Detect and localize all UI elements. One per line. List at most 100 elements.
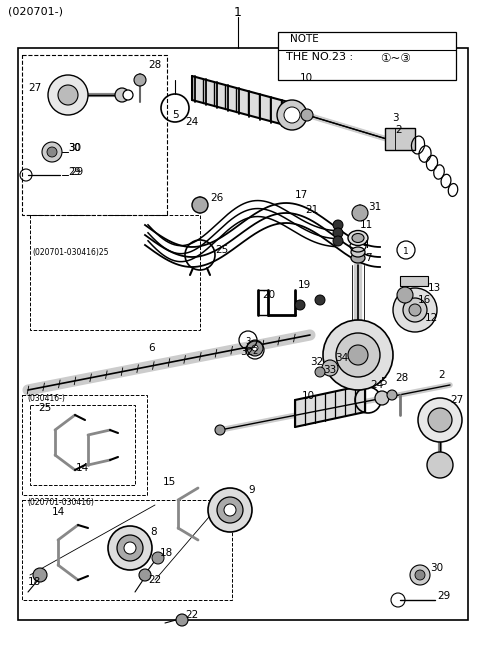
Text: 32: 32 [310, 357, 323, 367]
Text: 13: 13 [428, 283, 441, 293]
Text: 31: 31 [368, 202, 381, 212]
Text: 29: 29 [437, 591, 450, 601]
Circle shape [333, 236, 343, 246]
Circle shape [215, 425, 225, 435]
Text: 33: 33 [323, 365, 336, 375]
Circle shape [134, 74, 146, 86]
Text: 3: 3 [245, 337, 251, 346]
Circle shape [224, 504, 236, 516]
Text: 2: 2 [438, 370, 444, 380]
Text: 24: 24 [185, 117, 198, 127]
Text: 1: 1 [403, 247, 409, 256]
Circle shape [348, 345, 368, 365]
Ellipse shape [351, 247, 365, 257]
Text: 19: 19 [298, 280, 311, 290]
Circle shape [252, 345, 258, 351]
Circle shape [115, 88, 129, 102]
Text: 7: 7 [365, 253, 372, 263]
Circle shape [48, 75, 88, 115]
Text: 18: 18 [160, 548, 173, 558]
Text: NOTE: NOTE [290, 34, 319, 44]
Text: 2: 2 [252, 347, 258, 356]
Text: 27: 27 [28, 83, 41, 93]
Text: 22: 22 [185, 610, 198, 620]
Text: (020701-030416): (020701-030416) [27, 497, 94, 506]
Circle shape [247, 340, 263, 356]
Bar [278, 32, 456, 80]
Circle shape [217, 497, 243, 523]
Bar [30, 405, 135, 485]
Polygon shape [192, 76, 292, 127]
Text: 30: 30 [430, 563, 443, 573]
Text: 29: 29 [68, 167, 80, 177]
Circle shape [333, 220, 343, 230]
Text: 11: 11 [360, 220, 373, 230]
Circle shape [352, 205, 368, 221]
Text: ①~③: ①~③ [380, 52, 411, 65]
Circle shape [375, 391, 389, 405]
Text: 3: 3 [392, 113, 398, 123]
Text: 25: 25 [38, 403, 51, 413]
Circle shape [322, 360, 338, 376]
Text: 32: 32 [240, 347, 253, 357]
Text: 26: 26 [210, 193, 223, 203]
Text: 20: 20 [262, 290, 275, 300]
Text: 6: 6 [148, 343, 155, 353]
Circle shape [410, 565, 430, 585]
Text: 29: 29 [70, 167, 83, 177]
Circle shape [58, 85, 78, 105]
Text: 10: 10 [302, 391, 315, 401]
Text: 24: 24 [370, 380, 383, 390]
Circle shape [108, 526, 152, 570]
Bar [30, 215, 200, 330]
Text: 14: 14 [52, 507, 65, 517]
Circle shape [47, 147, 57, 157]
Bar [400, 276, 428, 286]
Circle shape [418, 398, 462, 442]
Bar [22, 500, 232, 600]
Circle shape [428, 408, 452, 432]
Text: 5: 5 [172, 110, 179, 120]
Circle shape [139, 569, 151, 581]
Circle shape [301, 109, 313, 121]
Polygon shape [295, 385, 365, 427]
Text: 22: 22 [148, 575, 161, 585]
Circle shape [323, 320, 393, 390]
Circle shape [387, 390, 397, 400]
Text: 10: 10 [300, 73, 313, 83]
Bar [385, 128, 415, 150]
Text: (020701-030416)25: (020701-030416)25 [32, 247, 108, 256]
Circle shape [284, 107, 300, 123]
Ellipse shape [352, 234, 364, 243]
Circle shape [336, 333, 380, 377]
Circle shape [427, 452, 453, 478]
Text: 27: 27 [450, 395, 463, 405]
Circle shape [124, 542, 136, 554]
Text: 30: 30 [68, 143, 81, 153]
Circle shape [403, 298, 427, 322]
Circle shape [42, 142, 62, 162]
Circle shape [123, 90, 133, 100]
Circle shape [208, 488, 252, 532]
Text: 18: 18 [28, 577, 41, 587]
Text: 21: 21 [305, 205, 318, 215]
Text: 34: 34 [335, 353, 348, 363]
Bar [22, 55, 167, 215]
Circle shape [315, 295, 325, 305]
Text: 12: 12 [425, 313, 438, 323]
Circle shape [409, 304, 421, 316]
Text: 5: 5 [380, 377, 386, 387]
Circle shape [176, 614, 188, 626]
Circle shape [277, 100, 307, 130]
Circle shape [192, 197, 208, 213]
Circle shape [393, 288, 437, 332]
Text: 8: 8 [150, 527, 156, 537]
Bar [22, 395, 147, 495]
Text: 17: 17 [295, 190, 308, 200]
Text: 1: 1 [234, 6, 242, 19]
Ellipse shape [348, 230, 368, 245]
Text: 16: 16 [418, 295, 431, 305]
Circle shape [397, 287, 413, 303]
Circle shape [295, 300, 305, 310]
Text: 28: 28 [148, 60, 161, 70]
